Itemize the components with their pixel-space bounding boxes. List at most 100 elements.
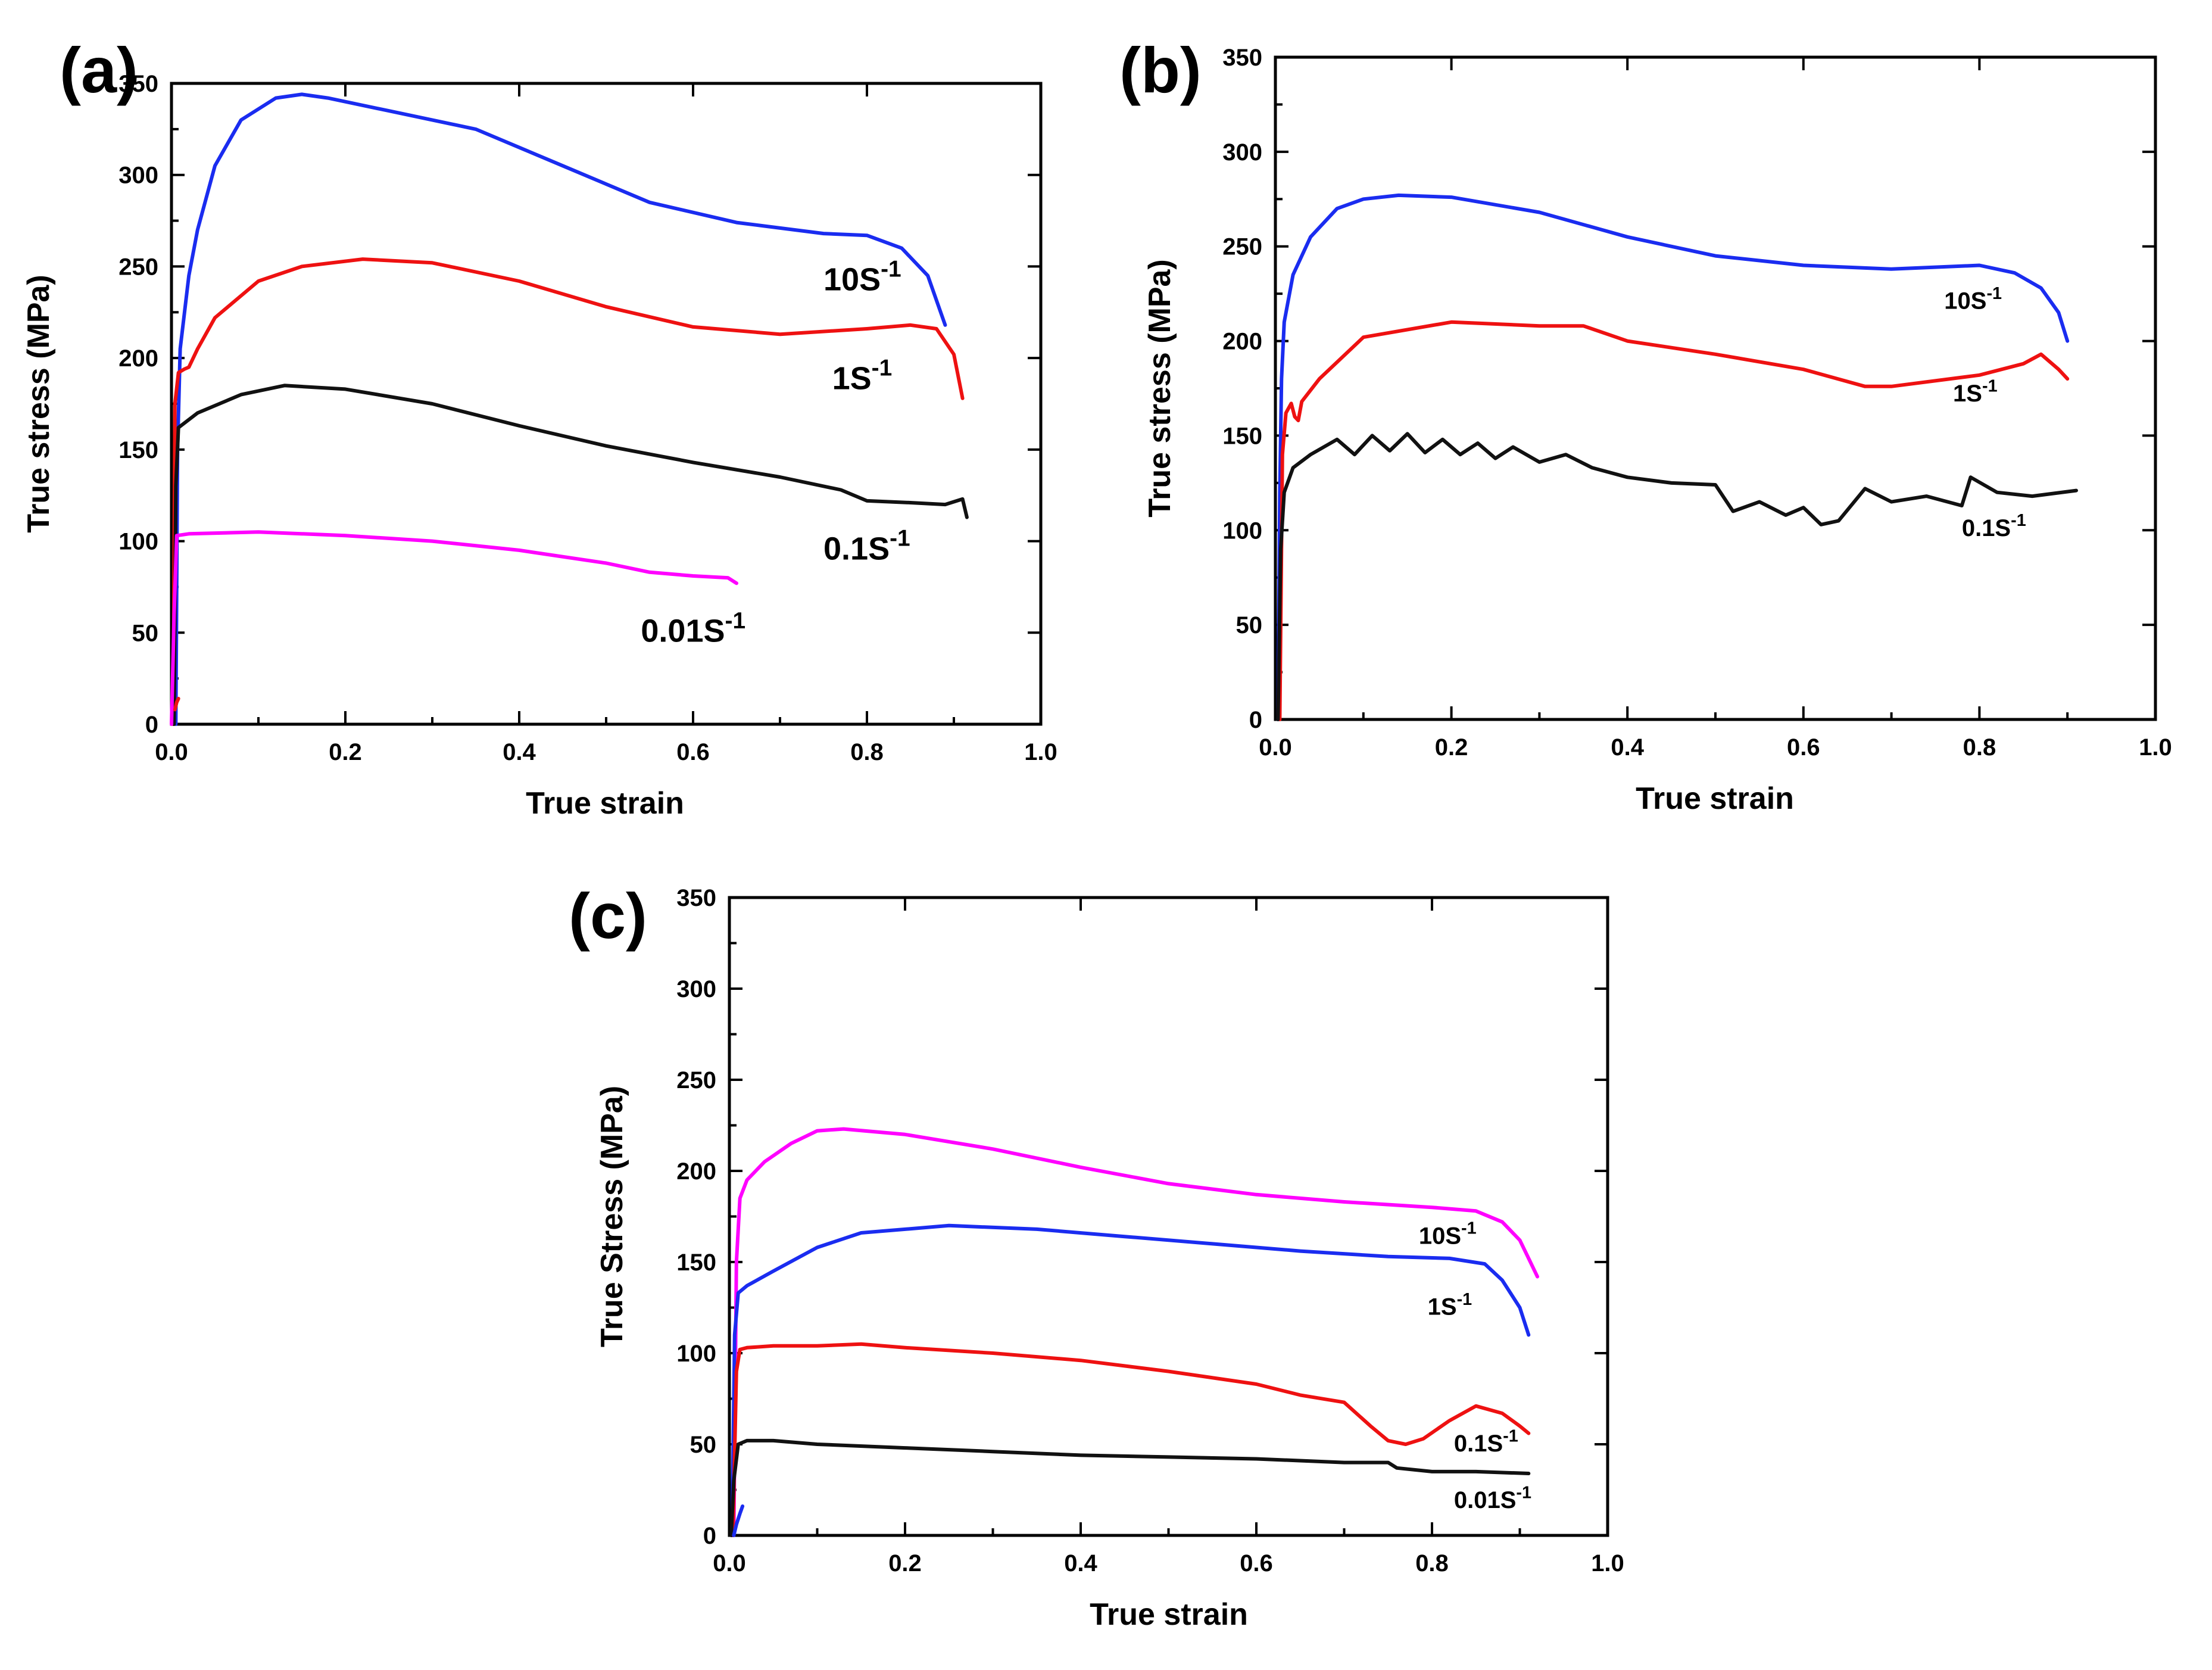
plot-frame	[1274, 55, 2157, 721]
y-tick-label: 50	[1236, 612, 1263, 638]
y-tick-label: 150	[676, 1250, 716, 1276]
series-label-base: 0.1S	[823, 531, 890, 566]
y-tick-label: 50	[132, 620, 159, 646]
x-tick-label: 0.6	[1787, 734, 1820, 761]
y-axis-title: True stress (MPa)	[21, 275, 56, 533]
y-tick-label: 50	[690, 1432, 717, 1458]
series-label-base: 1S	[832, 360, 872, 396]
panel-letter: (c)	[569, 880, 647, 952]
y-tick-label: 0	[703, 1523, 716, 1549]
series-label: 1S-1	[832, 356, 893, 397]
x-tick-label: 0.8	[1415, 1550, 1449, 1576]
chart-panel-1: (a) 0 50 100 150 200 250 300 350 0.0 0.2 0.4 0.6 0.8 1…	[21, 34, 1057, 821]
y-tick-label: 200	[1222, 329, 1262, 355]
series-label-base: 0.01S	[1454, 1487, 1517, 1513]
series-label-base: 0.01S	[641, 613, 725, 649]
y-axis-title: True Stress (MPa)	[595, 1086, 629, 1347]
series-label: 0.01S-1	[641, 608, 745, 649]
y-tick-label: 350	[1222, 45, 1262, 71]
series-label: 10S-1	[1944, 284, 2002, 314]
series-label-base: 10S	[1419, 1223, 1461, 1249]
x-axis-title: True strain	[1636, 781, 1794, 816]
series-line-0_1	[731, 1342, 1531, 1537]
y-tick-label: 200	[676, 1158, 716, 1185]
x-tick-label: 0.8	[1963, 734, 1996, 761]
series-label-base: 1S	[1953, 381, 1982, 407]
series-label-base: 10S	[823, 261, 881, 297]
y-tick-label: 300	[676, 976, 716, 1002]
x-tick-label: 0.6	[676, 739, 710, 765]
series-line-0_1	[1276, 432, 2078, 721]
series-label-superscript: -1	[881, 257, 901, 282]
series-label-superscript: -1	[1457, 1290, 1472, 1309]
panel-letter: (a)	[60, 34, 138, 106]
x-tick-label: 0.4	[1611, 734, 1644, 761]
y-tick-label: 100	[118, 529, 158, 555]
y-tick-label: 100	[1222, 518, 1262, 544]
series-line-1	[1278, 320, 2070, 721]
x-tick-label: 1.0	[2139, 734, 2172, 761]
series-label-superscript: -1	[1516, 1483, 1531, 1502]
plot-frame	[170, 82, 1043, 726]
y-tick-label: 150	[118, 437, 158, 463]
y-tick-label: 350	[676, 885, 716, 911]
series-label-superscript: -1	[2011, 511, 2026, 530]
series-label: 0.1S-1	[1454, 1426, 1518, 1457]
series-label-base: 1S	[1428, 1294, 1457, 1320]
series-line-10	[732, 1127, 1539, 1537]
series-label-superscript: -1	[872, 356, 893, 381]
series-line-artifact-4	[173, 697, 180, 712]
series-label: 1S-1	[1428, 1290, 1472, 1320]
series-line-0_01	[729, 1438, 1531, 1537]
series-line-0_01	[170, 530, 738, 726]
series-label: 0.1S-1	[823, 526, 910, 567]
series-label: 1S-1	[1953, 376, 1998, 407]
y-tick-label: 350	[118, 71, 158, 97]
series-label-superscript: -1	[1986, 284, 2002, 303]
y-tick-label: 150	[1222, 423, 1262, 449]
series-label: 10S-1	[1419, 1219, 1477, 1250]
series-label-base: 10S	[1944, 288, 1986, 314]
x-tick-label: 0.6	[1240, 1550, 1273, 1576]
series-label: 0.01S-1	[1454, 1483, 1531, 1513]
series-label: 0.1S-1	[1962, 511, 2026, 541]
series-line-10	[1276, 193, 2070, 721]
y-tick-label: 250	[1222, 234, 1262, 260]
series-label-superscript: -1	[725, 608, 746, 634]
x-tick-label: 0.2	[888, 1550, 922, 1576]
x-tick-label: 0.0	[713, 1550, 746, 1576]
series-label-base: 0.1S	[1962, 515, 2011, 541]
series-line-artifact-4	[732, 1504, 745, 1537]
x-tick-label: 0.2	[329, 739, 362, 765]
x-axis-title: True strain	[1090, 1597, 1248, 1632]
x-tick-label: 0.0	[155, 739, 188, 765]
series-label-base: 0.1S	[1454, 1431, 1503, 1457]
series-line-1	[730, 1223, 1531, 1537]
series-label: 10S-1	[823, 257, 901, 298]
y-axis-title: True stress (MPa)	[1143, 259, 1177, 518]
series-line-0_1	[172, 384, 969, 726]
x-tick-label: 0.8	[850, 739, 884, 765]
y-tick-label: 300	[1222, 139, 1262, 166]
x-axis-title: True strain	[526, 786, 684, 821]
series-label-superscript: -1	[1461, 1219, 1477, 1238]
x-tick-label: 1.0	[1024, 739, 1057, 765]
y-tick-label: 100	[676, 1341, 716, 1367]
y-tick-label: 0	[145, 712, 158, 738]
x-tick-label: 0.4	[503, 739, 536, 765]
chart-panel-3: (c) 0 50 100 150 200 250 300 350 0.0 0.2 0.4 0.6 0.8 1…	[569, 880, 1624, 1632]
series-label-superscript: -1	[1982, 376, 1998, 395]
y-tick-label: 250	[676, 1067, 716, 1093]
series-label-superscript: -1	[890, 526, 910, 552]
x-tick-label: 0.2	[1435, 734, 1468, 761]
series-line-1	[171, 257, 965, 726]
y-tick-label: 250	[118, 254, 158, 280]
y-tick-label: 0	[1249, 707, 1262, 733]
series-label-superscript: -1	[1503, 1426, 1518, 1445]
y-tick-label: 300	[118, 163, 158, 189]
chart-panel-2: (b) 0 50 100 150 200 250 300 350 0.0 0.2 0.4 0.6 0.8 1…	[1119, 34, 2172, 816]
x-tick-label: 0.0	[1259, 734, 1292, 761]
series-line-10	[174, 92, 947, 726]
x-tick-label: 1.0	[1591, 1550, 1624, 1576]
